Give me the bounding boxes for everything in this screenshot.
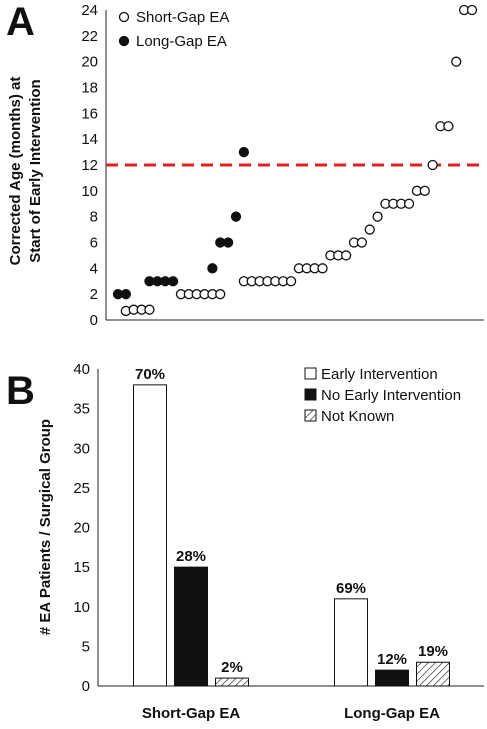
short-gap-point xyxy=(317,263,328,274)
bar xyxy=(133,384,167,687)
legend-swatch xyxy=(304,367,317,380)
short-gap-point xyxy=(215,289,226,300)
short-gap-point xyxy=(419,185,430,196)
bar-percent-label: 69% xyxy=(336,580,366,597)
legend-swatch xyxy=(304,409,317,422)
y-tick-label: 22 xyxy=(81,28,98,45)
bar-percent-label: 2% xyxy=(221,659,243,676)
category-label: Long-Gap EA xyxy=(344,705,440,722)
y-tick-label: 30 xyxy=(73,440,90,457)
y-tick-label: 5 xyxy=(82,638,90,655)
y-tick-label: 35 xyxy=(73,401,90,418)
y-tick-label: 4 xyxy=(90,260,98,277)
short-gap-point xyxy=(443,121,454,132)
short-gap-point xyxy=(144,304,155,315)
long-gap-point xyxy=(120,289,132,300)
bar-percent-label: 19% xyxy=(418,643,448,660)
legend-label: Early Intervention xyxy=(321,366,438,383)
panel-a: A 0 2 4 6 8 10 12 14 16 18 20 22 24 Corrected Age (mo… xyxy=(0,0,487,335)
y-axis-title-line: Corrected Age (months) at xyxy=(7,77,24,266)
short-gap-point xyxy=(356,237,368,248)
legend-label: Long-Gap EA xyxy=(136,33,227,50)
panel-a-label: A xyxy=(6,0,35,44)
y-tick-label: 8 xyxy=(90,209,98,226)
y-tick-label: 10 xyxy=(81,183,98,200)
long-gap-point xyxy=(222,237,234,248)
bar-percent-label: 28% xyxy=(176,548,206,565)
legend-swatch xyxy=(304,388,317,401)
bar-percent-label: 70% xyxy=(135,366,165,383)
y-tick-label: 14 xyxy=(81,131,98,148)
category-label: Short-Gap EA xyxy=(142,705,241,722)
panel-b: B 0 5 10 15 20 25 30 35 40 # EA Patients / Surgic… xyxy=(0,355,487,729)
y-tick-label: 0 xyxy=(90,312,98,329)
panel-b-label: B xyxy=(6,369,35,413)
long-gap-point xyxy=(230,211,242,222)
y-tick-label: 16 xyxy=(81,105,98,122)
short-gap-point xyxy=(466,4,478,16)
bar xyxy=(375,669,409,687)
y-tick-label: 18 xyxy=(81,80,98,97)
short-gap-point xyxy=(340,250,352,261)
long-gap-point xyxy=(207,263,218,274)
y-tick-label: 10 xyxy=(73,599,90,616)
bar xyxy=(174,566,208,687)
short-gap-point xyxy=(285,276,297,287)
short-gap-point xyxy=(451,56,462,67)
long-gap-point xyxy=(167,276,179,287)
short-gap-point xyxy=(372,211,383,222)
y-tick-label: 40 xyxy=(73,361,90,378)
y-axis-title-line: Start of Early Intervention xyxy=(27,79,44,262)
y-tick-label: 24 xyxy=(81,2,98,19)
bar xyxy=(215,677,249,687)
legend-label: No Early Intervention xyxy=(321,387,461,404)
y-tick-label: 15 xyxy=(73,559,90,576)
y-tick-label: 12 xyxy=(81,157,98,174)
y-axis-title: Corrected Age (months) at Start of Early … xyxy=(7,77,44,266)
bar xyxy=(334,598,368,687)
y-tick-label: 2 xyxy=(90,286,98,303)
bar-chart: 0 5 10 15 20 25 30 35 40 # EA Patients / Surgical… xyxy=(37,361,484,722)
legend-label: Short-Gap EA xyxy=(136,9,229,26)
legend-label: Not Known xyxy=(321,408,394,425)
y-tick-label: 25 xyxy=(73,480,90,497)
short-gap-point xyxy=(364,224,375,235)
long-gap-point xyxy=(238,146,250,158)
y-tick-label: 20 xyxy=(81,54,98,71)
y-tick-label: 0 xyxy=(82,678,90,695)
legend-marker xyxy=(118,35,130,47)
legend-marker xyxy=(118,11,130,23)
y-axis-title: # EA Patients / Surgical Group xyxy=(37,419,54,635)
short-gap-point xyxy=(427,159,438,171)
bar-percent-label: 12% xyxy=(377,651,407,668)
y-tick-label: 20 xyxy=(73,520,90,537)
y-tick-label: 6 xyxy=(90,235,98,252)
bar xyxy=(416,661,450,687)
short-gap-point xyxy=(403,198,415,209)
